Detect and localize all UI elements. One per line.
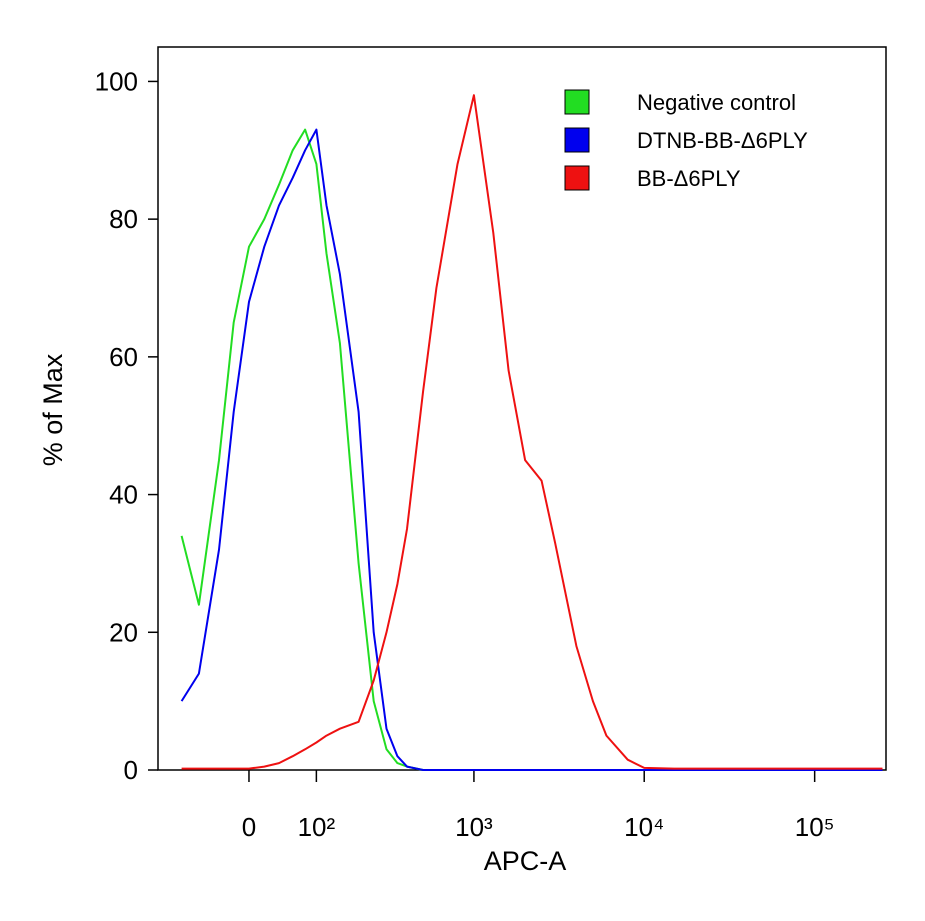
- x-tick-label: 10²: [298, 812, 336, 842]
- y-tick-label: 20: [109, 617, 138, 647]
- y-tick-label: 0: [124, 755, 138, 785]
- series-line: [180, 128, 883, 771]
- y-tick-label: 60: [109, 342, 138, 372]
- legend-label: BB-Δ6PLY: [637, 166, 741, 191]
- y-tick-label: 40: [109, 480, 138, 510]
- x-tick-label: 10⁵: [795, 812, 835, 842]
- y-tick-label: 100: [95, 66, 138, 96]
- legend-label: Negative control: [637, 90, 796, 115]
- x-tick-label: 0: [242, 812, 256, 842]
- x-tick-label: 10⁴: [624, 812, 664, 842]
- y-tick-label: 80: [109, 204, 138, 234]
- x-tick-label: 10³: [455, 812, 493, 842]
- x-axis-label: APC-A: [484, 846, 567, 876]
- series-line: [180, 128, 883, 771]
- legend-swatch: [564, 165, 590, 191]
- series-line: [181, 94, 883, 770]
- y-axis-label: % of Max: [38, 353, 68, 466]
- legend-swatch: [564, 89, 590, 115]
- plot-frame: [157, 46, 887, 771]
- legend-swatch: [564, 127, 590, 153]
- legend-label: DTNB-BB-Δ6PLY: [637, 128, 808, 153]
